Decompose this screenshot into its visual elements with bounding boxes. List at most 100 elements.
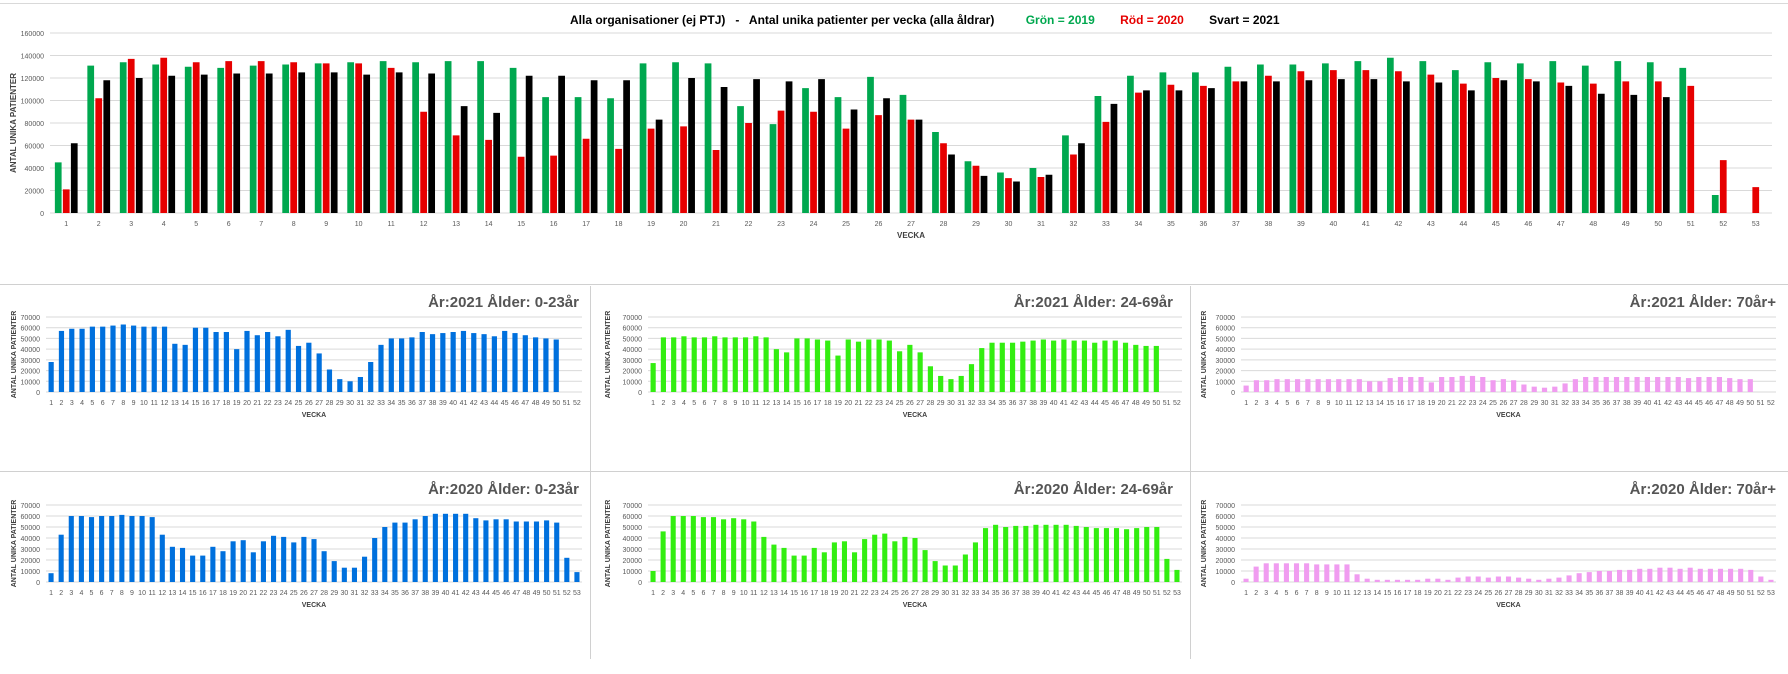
y-tick-label: 50000 [623,336,643,343]
x-tick-label: 15 [189,590,197,597]
x-tick-label: 12 [1355,400,1363,407]
bar [771,544,777,582]
bar [1405,579,1411,582]
bar [1646,62,1654,213]
bar [1665,377,1671,392]
bar [835,355,841,392]
bar [867,76,874,213]
x-tick-label: 34 [1575,590,1583,597]
bar [301,536,307,582]
bar [234,349,240,392]
x-tick-label: 10 [742,400,750,407]
bar [1485,577,1491,582]
bar [1094,96,1102,213]
x-tick-label: 32 [361,590,369,597]
x-tick-label: 7 [1305,590,1309,597]
bar [712,336,718,392]
x-tick-label: 31 [1545,590,1553,597]
x-tick-label: 7 [713,400,717,407]
bar [1040,339,1046,392]
bar [220,551,226,582]
x-tick-label: 45 [1101,400,1109,407]
y-tick-label: 60000 [1216,514,1236,521]
bar [182,344,188,392]
bar [842,128,850,213]
bar [1232,81,1240,213]
bar [883,98,890,213]
bar [213,332,219,392]
x-tick-label: 45 [1686,590,1694,597]
bar [972,542,978,582]
bar [1200,85,1207,213]
x-tick-label: 1 [1244,400,1248,407]
bar [777,110,785,213]
x-tick-label: 31 [1551,400,1559,407]
bar [62,189,70,213]
x-tick-label: 35 [1585,590,1593,597]
chart-title: År:2020 Ålder: 70år+ [1629,481,1776,498]
x-tick-label: 38 [1022,590,1030,597]
x-tick-label: 33 [978,400,986,407]
bar [1500,379,1506,392]
x-tick-label: 53 [1752,221,1760,228]
x-tick-label: 38 [429,400,437,407]
bar [710,517,717,582]
main-title: Alla organisationer (ej PTJ) - Antal uni… [570,13,1280,27]
x-tick-label: 35 [992,590,1000,597]
x-tick-label: 9 [324,221,328,228]
bar [554,522,560,582]
y-tick-label: 40000 [1216,347,1236,354]
bar [942,565,948,582]
x-tick-label: 12 [161,400,169,407]
bar [1419,61,1427,213]
y-tick-label: 70000 [21,315,41,322]
y-tick-label: 20000 [623,369,643,376]
bar [1467,90,1475,213]
x-tick-label: 41 [460,400,468,407]
x-tick-label: 49 [533,590,541,597]
x-tick-label: 7 [712,590,716,597]
y-tick-label: 50000 [21,336,41,343]
bar [922,550,928,582]
bar [351,567,358,582]
bar [1314,564,1320,582]
bar [855,341,862,392]
x-tick-label: 23 [777,221,785,228]
bar [1164,558,1170,582]
bar [48,573,54,582]
x-tick-label: 41 [1060,400,1068,407]
bar [265,73,273,213]
bar [395,72,403,213]
bar [1003,527,1009,582]
bar [419,332,425,392]
x-tick-label: 46 [502,590,510,597]
bar [1451,70,1459,213]
bar [1243,578,1249,582]
x-tick-label: 15 [1383,590,1391,597]
bar [550,155,557,213]
y-axis-label: ANTAL UNIKA PATIENTER [11,311,18,399]
bar [473,518,479,582]
bar [250,552,256,582]
y-tick-label: 30000 [1216,358,1236,365]
chart-title: År:2020 Ålder: 24-69år [1013,481,1173,498]
bar [347,381,353,392]
bar [442,513,449,582]
bar [378,344,384,392]
bar [1549,61,1557,213]
bar [688,78,695,213]
bar [732,337,738,392]
bar [1143,90,1150,213]
x-tick-label: 36 [1200,221,1208,228]
bar [1484,62,1492,213]
bar [1037,177,1045,213]
x-tick-label: 2 [661,400,665,407]
x-tick-label: 42 [462,590,470,597]
bar [821,552,827,582]
bar [79,328,85,392]
x-tick-label: 40 [1636,590,1644,597]
x-tick-label: 53 [1767,590,1775,597]
x-tick-label: 24 [280,590,288,597]
bar [249,65,257,213]
